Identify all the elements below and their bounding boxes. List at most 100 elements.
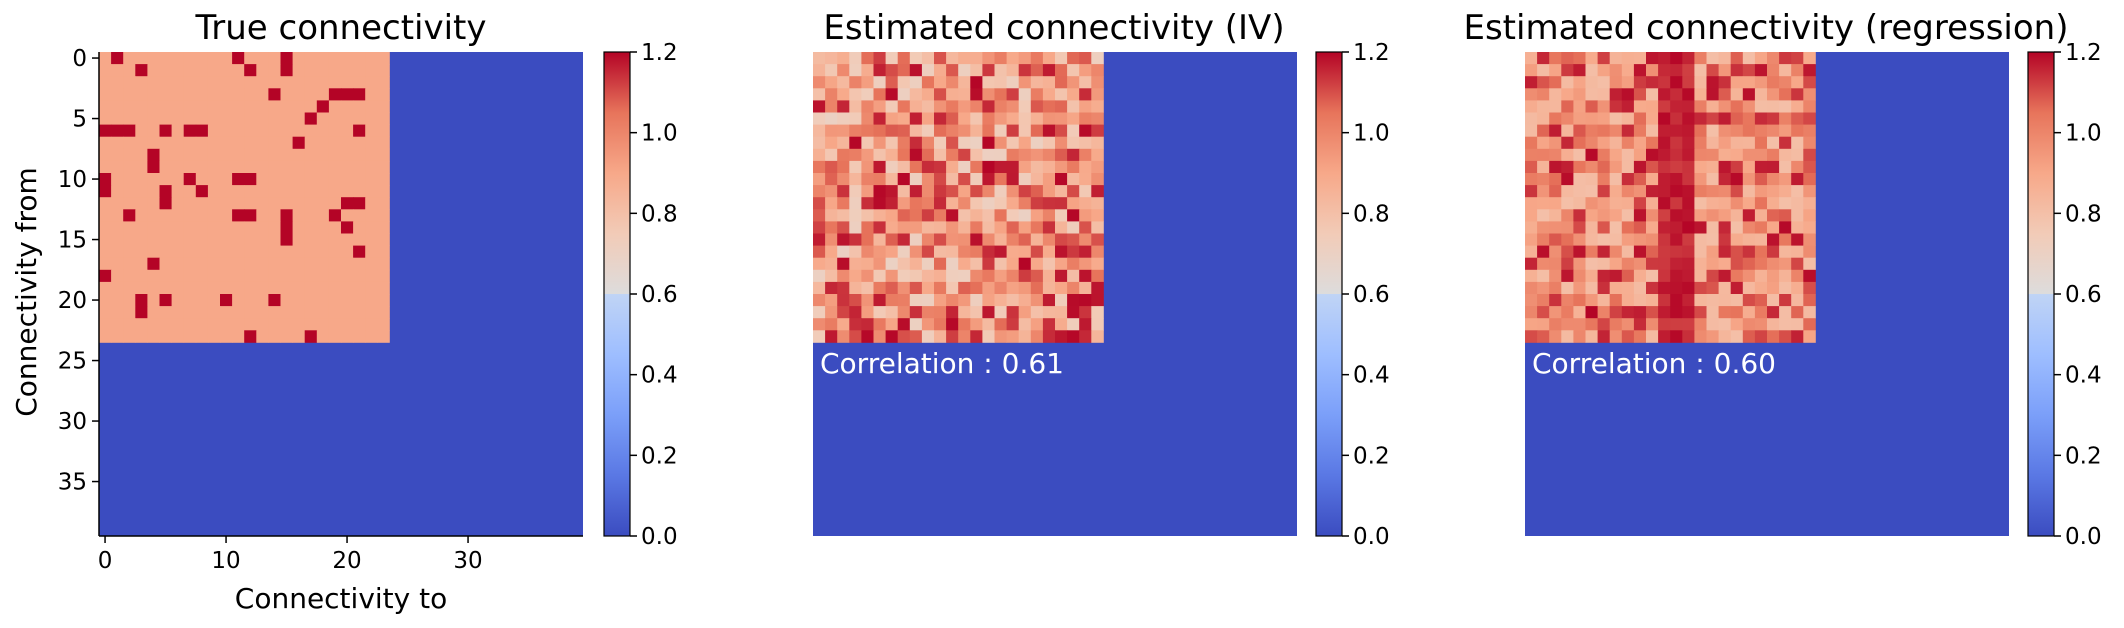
heatmap-cell: [159, 100, 172, 113]
heatmap-cell: [1067, 64, 1080, 77]
heatmap-cell: [970, 52, 983, 65]
heatmap-cell: [1573, 160, 1586, 174]
heatmap-cell: [1730, 294, 1744, 307]
colorbar-tick-label: 0.8: [641, 201, 678, 227]
heatmap-cell: [1609, 124, 1623, 138]
heatmap-cell: [1718, 185, 1732, 198]
heatmap-cell: [1055, 112, 1068, 125]
heatmap-cell: [1030, 245, 1044, 259]
heatmap-cell: [292, 306, 306, 319]
heatmap-cell: [377, 160, 390, 174]
heatmap-cell: [1006, 221, 1020, 234]
heatmap-cell: [1091, 52, 1104, 65]
heatmap-cell: [195, 197, 209, 210]
heatmap-cell: [909, 64, 923, 77]
heatmap-cell: [1585, 173, 1598, 186]
heatmap-cell: [1706, 100, 1719, 113]
heatmap-cell: [1658, 330, 1671, 343]
heatmap-cell: [1561, 76, 1574, 89]
heatmap-cell: [1597, 160, 1611, 174]
heatmap-cell: [1079, 112, 1092, 125]
colorbar-true: 0.00.20.40.60.81.01.2: [603, 40, 678, 550]
heatmap-cell: [1585, 221, 1598, 234]
heatmap-cell: [316, 88, 330, 101]
heatmap-cell: [1079, 124, 1092, 138]
heatmap-cell: [1561, 330, 1574, 343]
heatmap-cell: [1018, 233, 1032, 246]
heatmap-cell: [1718, 100, 1732, 113]
heatmap-cell: [328, 76, 342, 89]
heatmap-cell: [1006, 245, 1020, 259]
heatmap-cell: [813, 294, 826, 307]
heatmap-cell: [1803, 160, 1816, 174]
heatmap-cell: [1730, 64, 1744, 77]
heatmap-cell: [1718, 269, 1732, 283]
heatmap-cell: [849, 64, 862, 77]
heatmap-cell: [159, 148, 172, 162]
heatmap-cell: [171, 318, 185, 331]
heatmap-cell: [885, 124, 899, 138]
heatmap-cell: [1791, 221, 1804, 234]
heatmap-true: [99, 52, 583, 536]
colorbar-tick-label: 1.2: [641, 40, 678, 66]
heatmap-cell: [280, 112, 293, 125]
heatmap-cell: [159, 185, 172, 198]
colorbar-tick-label: 0.4: [1353, 363, 1390, 389]
heatmap-cell: [183, 124, 197, 138]
heatmap-cell: [994, 136, 1007, 150]
heatmap-cell: [982, 52, 995, 65]
heatmap-cell: [232, 294, 245, 307]
heatmap-cell: [1767, 52, 1780, 65]
heatmap-cell: [220, 209, 233, 222]
heatmap-cell: [341, 197, 354, 210]
heatmap-cell: [328, 52, 342, 65]
heatmap-cell: [921, 257, 935, 271]
heatmap-cell: [1706, 330, 1719, 343]
heatmap-cell: [1742, 233, 1756, 246]
heatmap-cell: [292, 64, 306, 77]
heatmap-cell: [1670, 294, 1683, 307]
heatmap-cell: [1742, 281, 1756, 295]
y-tick-label: 35: [58, 470, 87, 496]
heatmap-cell: [1706, 245, 1719, 259]
heatmap-cell: [934, 88, 947, 101]
heatmap-cell: [256, 269, 269, 283]
heatmap-cell: [1067, 148, 1080, 162]
heatmap-cell: [849, 306, 862, 319]
heatmap-cell: [1055, 221, 1068, 234]
heatmap-cell: [1621, 221, 1635, 234]
heatmap-cell: [825, 281, 838, 295]
heatmap-cell: [1694, 281, 1707, 295]
heatmap-cell: [837, 318, 850, 331]
heatmap-cell: [1706, 124, 1719, 138]
heatmap-cell: [220, 173, 233, 186]
heatmap-cell: [99, 124, 112, 138]
heatmap-cell: [99, 221, 112, 234]
heatmap-cell: [316, 306, 330, 319]
heatmap-cell: [1525, 76, 1538, 89]
heatmap-cell: [328, 124, 342, 138]
heatmap-cell: [195, 269, 209, 283]
heatmap-cell: [280, 76, 293, 89]
heatmap-cell: [1573, 112, 1586, 125]
heatmap-cell: [159, 257, 172, 271]
heatmap-cell: [1549, 257, 1562, 271]
heatmap-cell: [1537, 100, 1550, 113]
heatmap-cell: [1682, 245, 1695, 259]
heatmap-cell: [365, 88, 378, 101]
heatmap-cell: [1067, 245, 1080, 259]
heatmap-cell: [909, 269, 923, 283]
colorbar-tick-label: 0.6: [1353, 282, 1390, 308]
heatmap-cell: [147, 185, 160, 198]
heatmap-cell: [1030, 209, 1044, 222]
heatmap-cell: [292, 88, 306, 101]
heatmap-cell: [1767, 100, 1780, 113]
heatmap-cell: [377, 100, 390, 113]
heatmap-cell: [1549, 52, 1562, 65]
heatmap-cell: [304, 209, 318, 222]
heatmap-cell: [861, 306, 874, 319]
heatmap-cell: [861, 64, 874, 77]
heatmap-cell: [1079, 233, 1092, 246]
heatmap-cell: [813, 257, 826, 271]
heatmap-cell: [909, 76, 923, 89]
